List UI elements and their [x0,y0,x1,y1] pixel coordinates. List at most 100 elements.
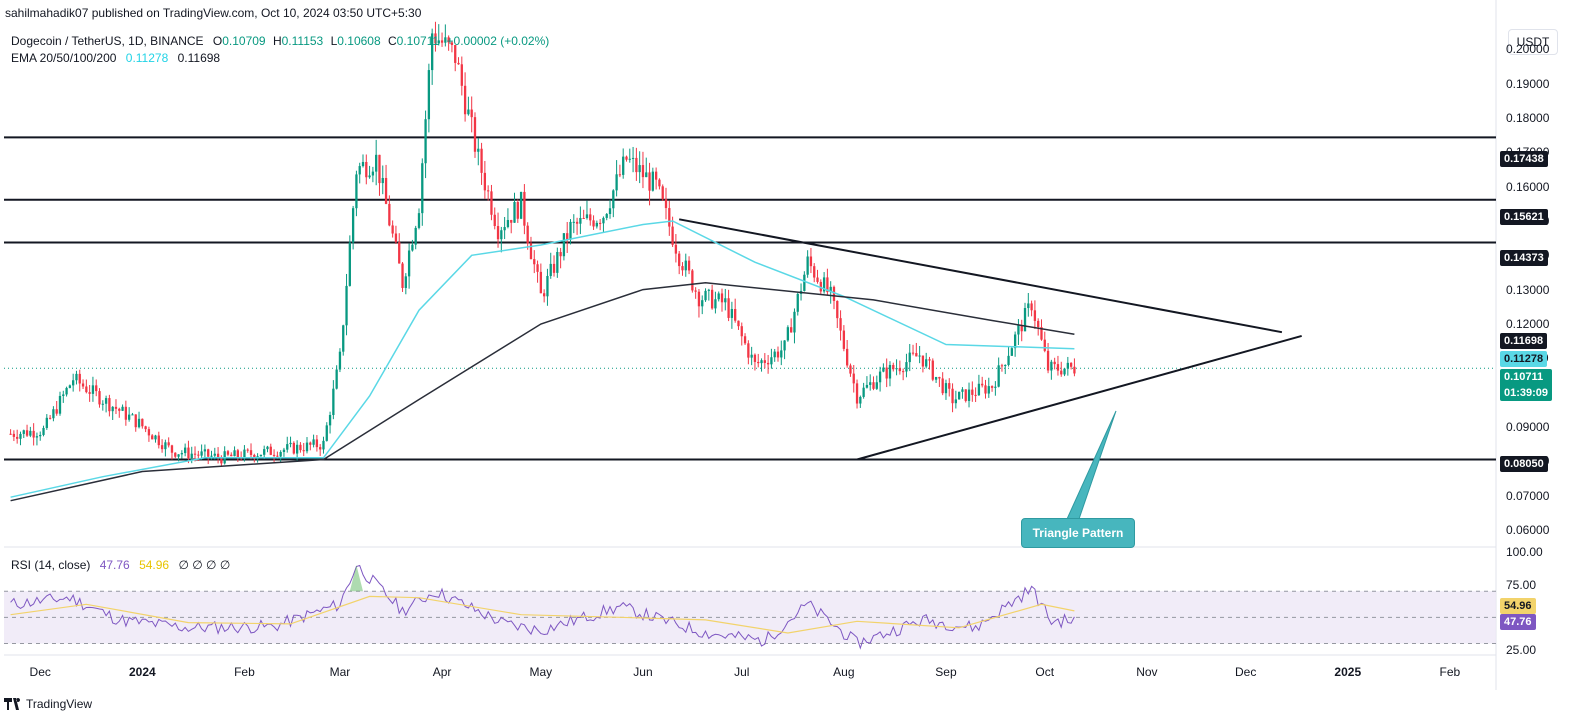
bar-countdown: 01:39:09 [1504,387,1549,399]
candle-body [467,109,470,115]
candle-body [780,350,783,358]
candle-body [157,435,160,446]
candle-body [22,430,25,434]
candle-body [95,385,98,392]
candle-body [918,355,921,357]
candle-body [62,394,65,396]
candle-body [414,227,417,245]
candle-body [615,174,618,191]
candle-body [295,444,299,454]
candle-body [58,395,62,414]
candle-body [852,373,855,384]
candle-body [183,447,187,454]
candle-body [766,362,770,365]
candle-body [483,172,487,191]
candle-body [427,70,431,120]
candle-body [582,218,585,220]
candle-body [832,286,836,301]
candle-body [740,326,743,337]
candle-body [16,436,19,439]
candle-body [790,327,793,333]
candle-body [338,351,342,370]
candle-body [987,386,990,394]
candle-body [523,191,526,226]
symbol-name[interactable]: Dogecoin / TetherUS, 1D, BINANCE [11,34,204,48]
candle-body [964,389,967,401]
ohlc-close-label: C [388,34,397,48]
price-tick-label: 0.19000 [1506,76,1550,91]
candle-body [997,365,1000,387]
rsi-legend[interactable]: RSI (14, close) 47.76 54.96 ∅ ∅ ∅ ∅ [11,558,230,572]
candle-body [516,202,519,219]
candle-body [437,40,440,44]
candle-body [542,293,546,297]
candle-body [345,285,348,326]
candle-body [503,227,506,231]
tradingview-wordmark: TradingView [26,697,93,711]
candle-body [289,442,292,445]
candle-body [493,214,496,227]
candle-body [378,154,381,184]
candle-body [803,274,806,291]
ema-legend[interactable]: EMA 20/50/100/200 0.11278 0.11698 [11,51,220,65]
candle-body [220,458,223,464]
candle-body [865,384,869,388]
candle-body [52,409,55,419]
candle-body [167,442,170,446]
candle-body [622,156,625,175]
candle-body [230,454,233,457]
candle-body [697,291,701,307]
candle-body [796,293,799,312]
candle-body [911,352,915,354]
rsi-extra-values: ∅ ∅ ∅ ∅ [178,558,231,572]
tradingview-footer[interactable]: TradingView [4,697,92,711]
candle-body [1004,364,1007,366]
candle-body [878,371,882,383]
candle-body [875,382,878,389]
candle-body [85,386,88,393]
candle-body [608,208,612,215]
candle-body [440,40,444,43]
candle-body [809,256,813,267]
candle-body [424,119,427,164]
candle-body [625,156,628,160]
candle-body [618,174,622,176]
time-tick-label: Jul [734,665,750,679]
candle-body [836,300,839,319]
currency-unit-button[interactable]: USDT [1508,29,1558,55]
candle-body [1046,350,1050,371]
price-tick-label: 0.13000 [1506,282,1550,297]
candle-body [519,191,523,219]
candle-body [187,447,190,459]
candle-body [727,298,730,318]
candle-body [407,250,411,277]
candle-body [233,450,236,457]
candle-body [579,218,582,224]
candle-body [612,190,615,209]
candle-body [694,290,697,292]
rsi-pane [4,564,1496,650]
candle-body [562,233,566,257]
candle-body [734,308,737,321]
candle-body [668,208,671,227]
tradingview-logo-icon [4,698,21,710]
triangle-pattern-label[interactable]: Triangle Pattern [1021,518,1135,548]
candle-body [951,388,954,404]
candle-body [32,430,35,438]
candle-body [269,446,272,455]
time-tick-label: Feb [1439,665,1461,679]
candle-body [365,161,368,178]
candle-body [1060,370,1063,375]
price-tick-label: 0.07000 [1506,488,1550,503]
candle-body [207,449,210,457]
triangle-callout-pointer [1066,410,1117,520]
time-tick-label: Apr [432,665,452,679]
candle-body [487,190,490,192]
candle-body [253,454,256,459]
candle-body [839,318,842,331]
last-price: 0.10711 [1504,371,1544,383]
candle-body [203,449,207,452]
ema200-line [10,282,1075,502]
candle-body [994,386,997,388]
